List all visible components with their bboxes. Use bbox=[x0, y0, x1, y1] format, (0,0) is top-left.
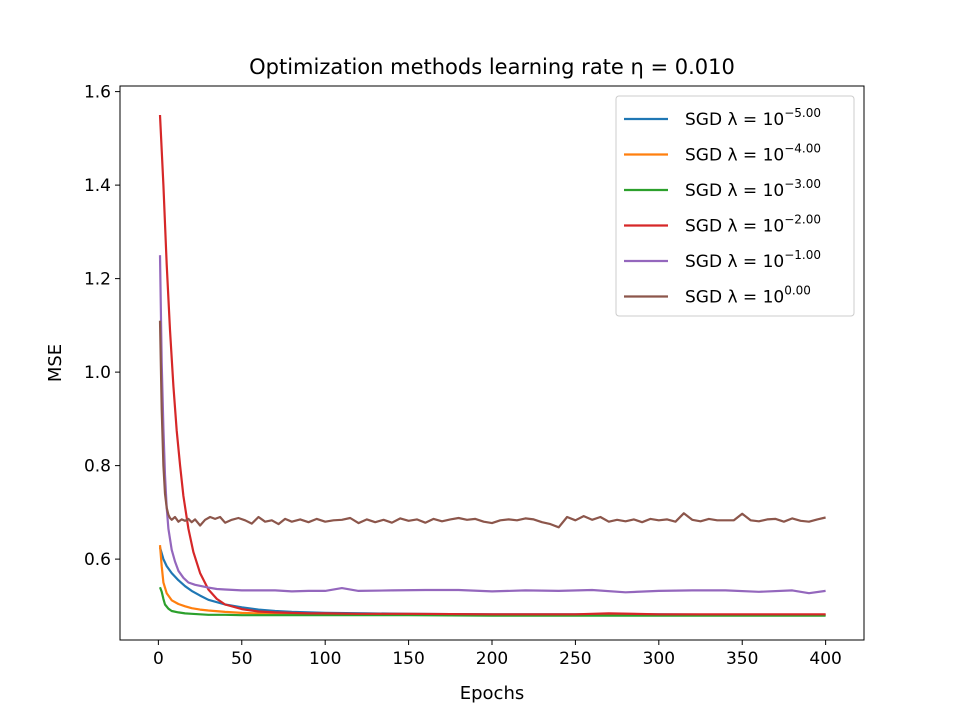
legend-label-exponent: −5.00 bbox=[784, 106, 821, 120]
legend-entry-label: SGD λ = 10−3.00 bbox=[685, 177, 821, 201]
legend-label-exponent: −4.00 bbox=[784, 142, 821, 156]
x-tick-label: 150 bbox=[392, 649, 424, 669]
x-axis-label: Epochs bbox=[460, 683, 525, 704]
x-tick-label: 400 bbox=[809, 649, 841, 669]
x-tick-label: 250 bbox=[559, 649, 591, 669]
series-layer bbox=[158, 114, 826, 617]
x-tick-label: 200 bbox=[476, 649, 508, 669]
legend-label-base: SGD λ = 10 bbox=[685, 252, 784, 272]
x-tick-label: 100 bbox=[309, 649, 341, 669]
legend-entry-label: SGD λ = 10−1.00 bbox=[685, 248, 821, 272]
y-axis-label: MSE bbox=[45, 344, 66, 382]
y-tick-label: 1.2 bbox=[84, 270, 111, 290]
legend-label-base: SGD λ = 10 bbox=[685, 217, 784, 237]
x-tick-label: 50 bbox=[231, 649, 253, 669]
chart-title: Optimization methods learning rate η = 0… bbox=[249, 55, 735, 79]
x-tick-label: 300 bbox=[643, 649, 675, 669]
legend-entry-label: SGD λ = 10−4.00 bbox=[685, 142, 821, 166]
y-tick-label: 0.6 bbox=[84, 550, 111, 570]
legend-label-exponent: −2.00 bbox=[784, 213, 821, 227]
legend-label-base: SGD λ = 10 bbox=[685, 110, 784, 130]
series-line bbox=[158, 320, 826, 529]
legend-entry-label: SGD λ = 100.00 bbox=[685, 284, 811, 308]
legend-label-exponent: 0.00 bbox=[784, 284, 811, 298]
legend-label-exponent: −3.00 bbox=[784, 177, 821, 191]
legend-frame bbox=[615, 95, 855, 317]
legend-label-base: SGD λ = 10 bbox=[685, 288, 784, 308]
y-tick-label: 1.6 bbox=[84, 83, 111, 103]
x-axis-ticks: 0 50 100 150 200 250 300 350 400 bbox=[153, 640, 842, 669]
x-tick-label: 0 bbox=[153, 649, 164, 669]
y-tick-label: 1.4 bbox=[84, 176, 111, 196]
legend-entry-label: SGD λ = 10−2.00 bbox=[685, 213, 821, 237]
legend-label-base: SGD λ = 10 bbox=[685, 181, 784, 201]
series-line bbox=[158, 114, 826, 616]
x-tick-label: 350 bbox=[726, 649, 758, 669]
y-axis-ticks: 0.6 0.8 1.0 1.2 1.4 1.6 bbox=[84, 83, 120, 570]
series-line bbox=[158, 255, 826, 595]
legend-label-exponent: −1.00 bbox=[784, 248, 821, 262]
series-line bbox=[158, 586, 826, 617]
y-tick-label: 1.0 bbox=[84, 363, 111, 383]
y-tick-label: 0.8 bbox=[84, 457, 111, 477]
legend-entry-label: SGD λ = 10−5.00 bbox=[685, 106, 821, 130]
legend-label-base: SGD λ = 10 bbox=[685, 146, 784, 166]
